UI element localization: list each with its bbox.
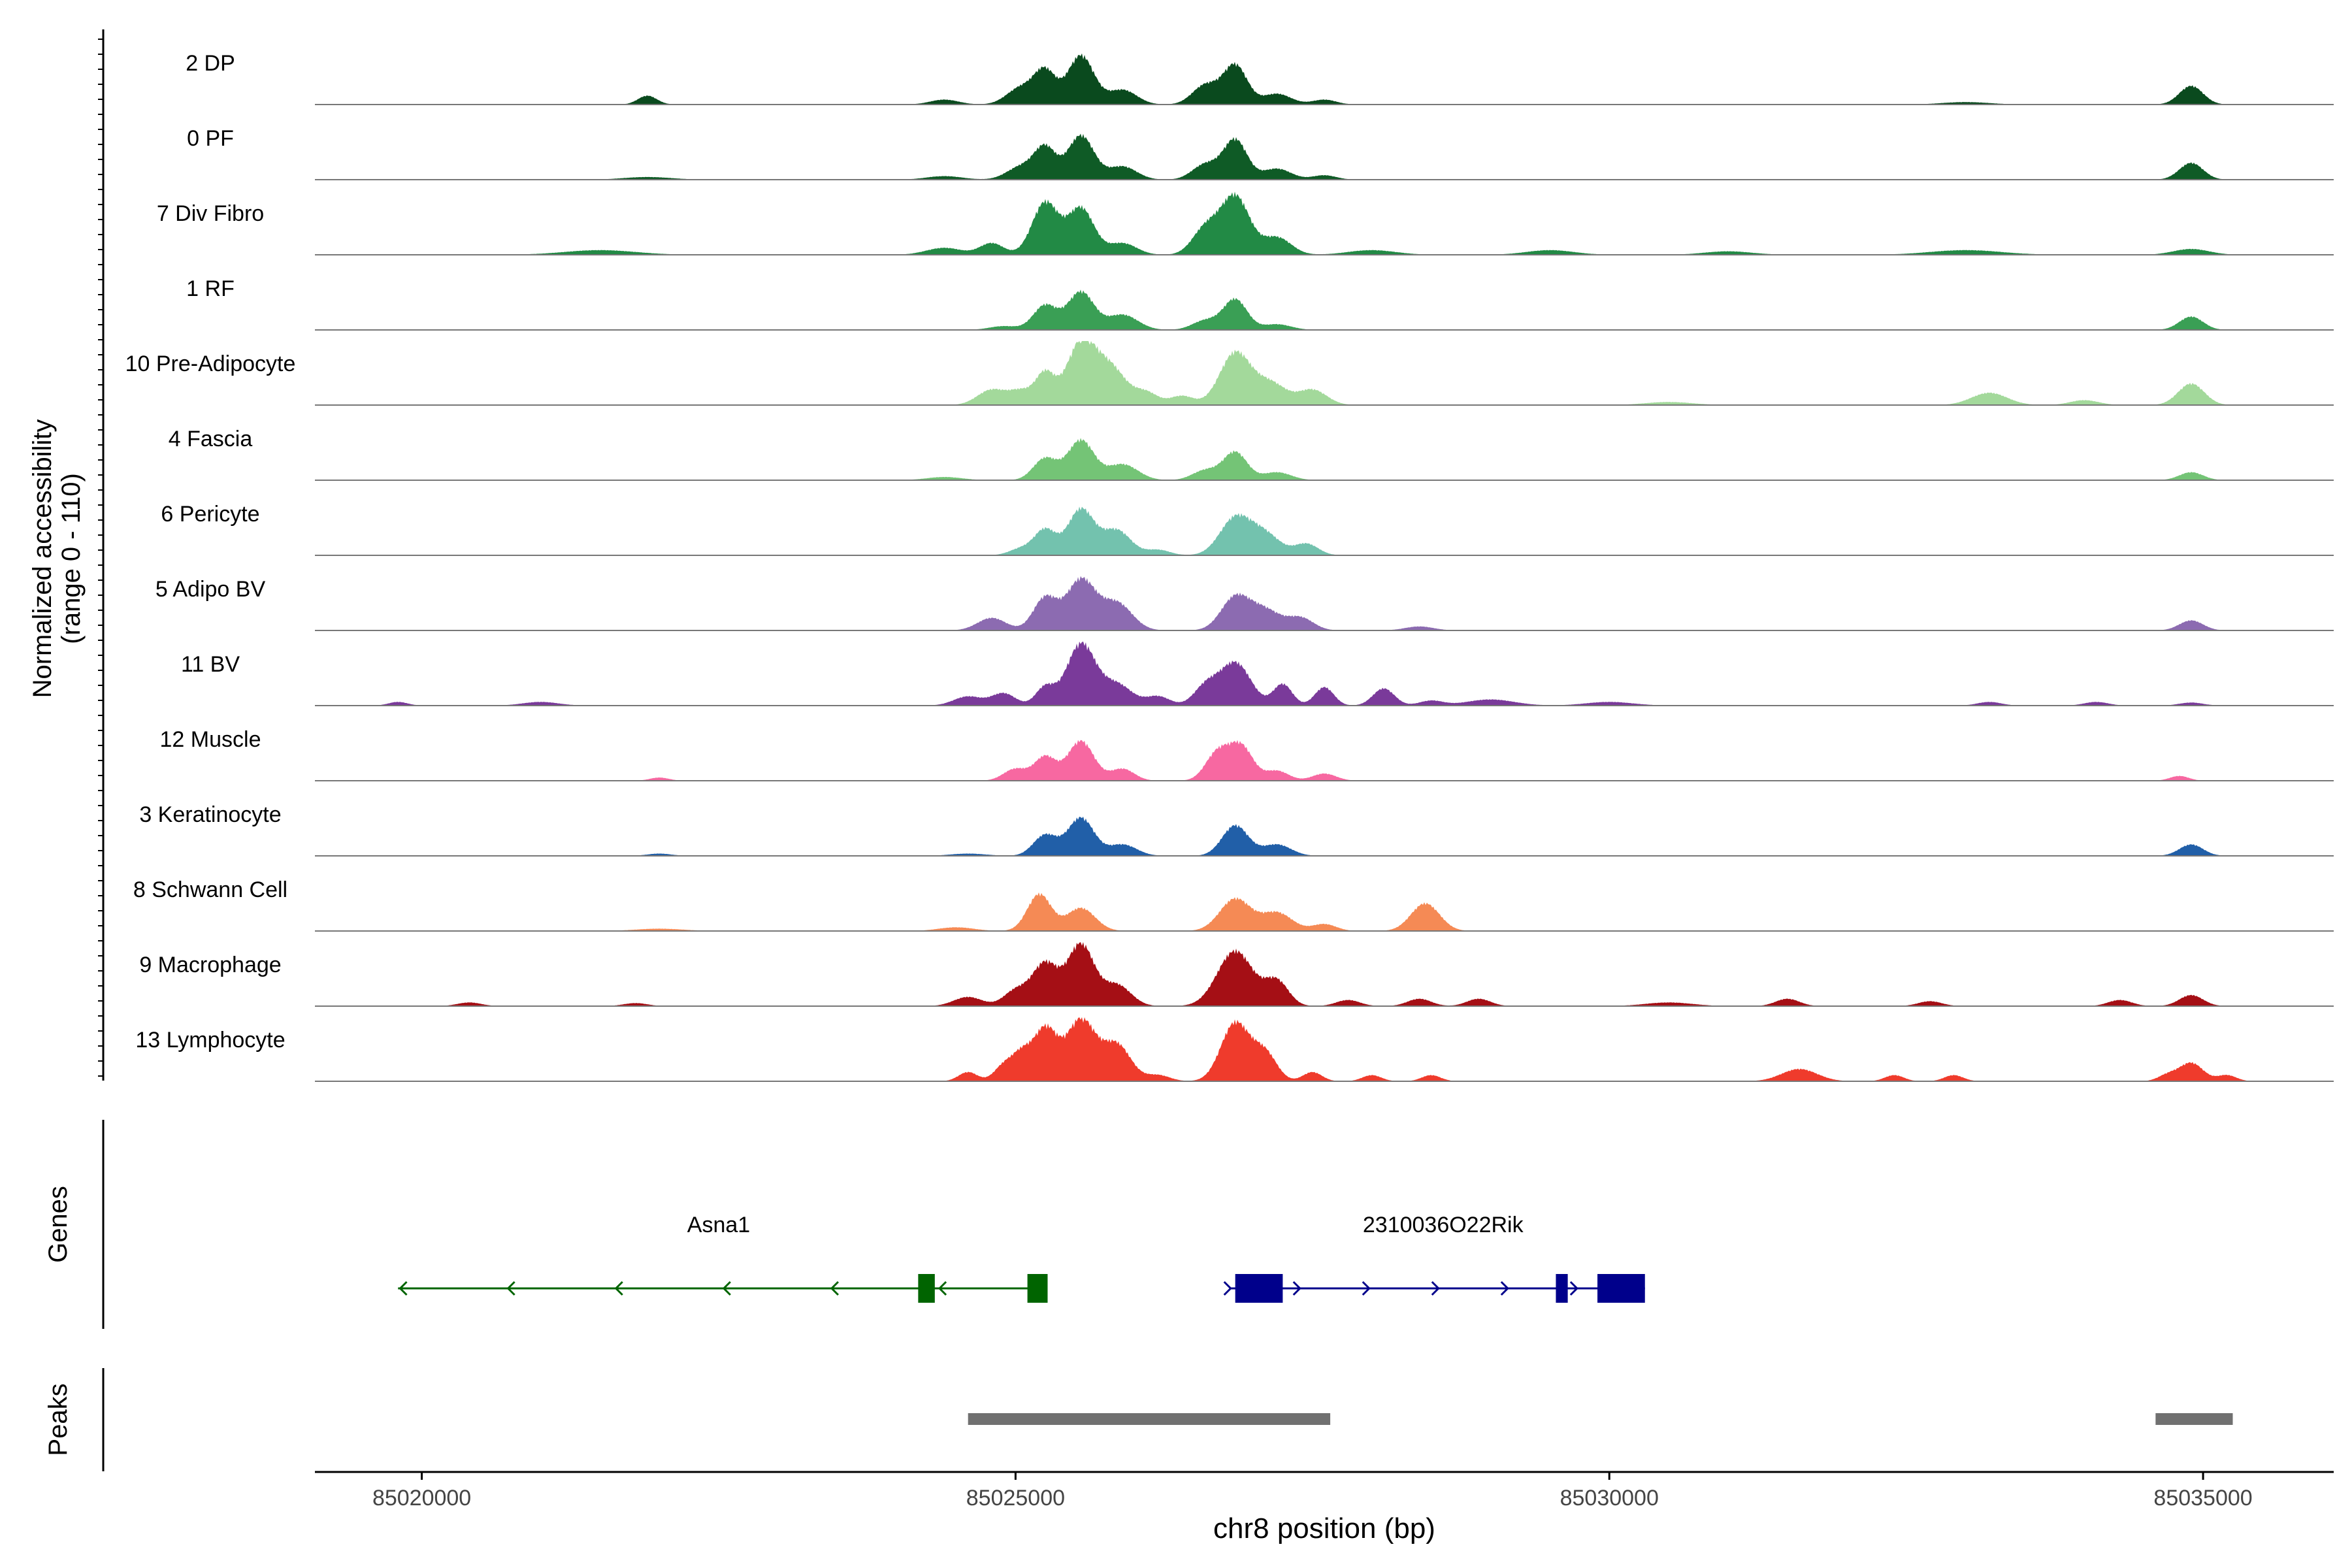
track-8: 5 Adipo BV	[155, 576, 2334, 631]
y-axis-title-line2: (range 0 - 110)	[57, 473, 86, 644]
track-4: 1 RF	[186, 276, 2334, 331]
peak-region	[968, 1413, 1331, 1425]
track-label: 6 Pericyte	[161, 502, 259, 527]
peak-region	[2155, 1413, 2233, 1425]
coverage-area	[315, 506, 2334, 555]
track-label: 0 PF	[187, 126, 234, 151]
coverage-area	[315, 892, 2334, 931]
gene-models: Asna1 2310036O22Rik	[398, 1213, 1645, 1303]
track-12: 8 Schwann Cell	[133, 877, 2334, 932]
strand-arrow	[938, 1281, 947, 1296]
peaks-axis-title: Peaks	[44, 1383, 73, 1456]
gene-Asna1: Asna1	[398, 1213, 1048, 1303]
exon	[1235, 1274, 1283, 1303]
strand-arrow	[1569, 1281, 1578, 1296]
strand-arrow	[399, 1281, 408, 1296]
gene-label: 2310036O22Rik	[1363, 1213, 1524, 1237]
strand-arrow	[506, 1281, 515, 1296]
strand-arrow	[1292, 1281, 1301, 1296]
track-label: 9 Macrophage	[139, 953, 281, 977]
track-label: 3 Keratinocyte	[139, 802, 281, 827]
strand-arrow	[1500, 1281, 1509, 1296]
exon	[918, 1274, 935, 1303]
track-label: 2 DP	[186, 51, 235, 76]
coverage-tracks: 2 DP 0 PF 7 Div Fibro 1 RF 10 Pre-Adipocyte 4…	[125, 51, 2334, 1082]
track-label: 13 Lymphocyte	[135, 1028, 285, 1053]
peaks-panel: Peaks	[44, 1368, 2233, 1471]
x-axis: 85020000 85025000 85030000 85035000 chr8 po…	[315, 1471, 2334, 1544]
exon	[1027, 1274, 1048, 1303]
coverage-area	[315, 53, 2334, 105]
track-13: 9 Macrophage	[139, 942, 2334, 1007]
track-1: 2 DP	[186, 51, 2334, 105]
genes-panel: Genes Asna1 2310036O22Rik	[44, 1120, 1645, 1329]
coverage-area	[315, 191, 2334, 255]
track-11: 3 Keratinocyte	[139, 802, 2334, 857]
x-tick-label: 85025000	[966, 1486, 1065, 1511]
y-axis-ticks	[98, 39, 103, 1077]
coverage-area	[315, 341, 2334, 405]
x-tick-label: 85020000	[372, 1486, 471, 1511]
strand-arrow	[1362, 1281, 1371, 1296]
coverage-area	[315, 817, 2334, 856]
coverage-area	[315, 642, 2334, 706]
coverage-area	[315, 942, 2334, 1006]
track-7: 6 Pericyte	[161, 502, 2334, 556]
coverage-area	[315, 133, 2334, 180]
coverage-area	[315, 740, 2334, 781]
exon	[1597, 1274, 1645, 1303]
track-6: 4 Fascia	[169, 427, 2334, 481]
x-tick-label: 85035000	[2153, 1486, 2252, 1511]
track-label: 5 Adipo BV	[155, 577, 266, 602]
exon	[1556, 1274, 1568, 1303]
coverage-area	[315, 438, 2334, 480]
track-9: 11 BV	[181, 642, 2334, 706]
genes-axis-title: Genes	[44, 1186, 73, 1263]
track-label: 10 Pre-Adipocyte	[125, 351, 296, 376]
strand-arrow	[614, 1281, 623, 1296]
coverage-area	[315, 576, 2334, 630]
track-label: 7 Div Fibro	[157, 201, 264, 226]
gene-label: Asna1	[687, 1213, 750, 1237]
x-axis-ticks: 85020000 85025000 85030000 85035000	[372, 1472, 2253, 1511]
track-label: 12 Muscle	[160, 727, 261, 752]
y-axis: Normalized accessibility (range 0 - 110)	[28, 29, 105, 1081]
track-5: 10 Pre-Adipocyte	[125, 341, 2334, 406]
coverage-area	[315, 1017, 2334, 1081]
strand-arrow	[830, 1281, 840, 1296]
track-label: 8 Schwann Cell	[133, 877, 287, 902]
strand-arrow	[1223, 1281, 1232, 1296]
track-14: 13 Lymphocyte	[135, 1017, 2334, 1082]
x-axis-title: chr8 position (bp)	[1213, 1512, 1435, 1544]
track-label: 11 BV	[181, 652, 240, 677]
strand-arrow	[722, 1281, 731, 1296]
track-2: 0 PF	[187, 126, 2334, 180]
strand-arrow	[1431, 1281, 1440, 1296]
track-label: 1 RF	[186, 276, 235, 301]
x-tick-label: 85030000	[1560, 1486, 1659, 1511]
track-label: 4 Fascia	[169, 427, 253, 451]
peak-regions	[968, 1413, 2233, 1425]
track-10: 12 Muscle	[160, 727, 2334, 781]
coverage-area	[315, 289, 2334, 330]
gene-2310036O22Rik: 2310036O22Rik	[1223, 1213, 1645, 1303]
track-3: 7 Div Fibro	[157, 191, 2334, 255]
y-axis-title-line1: Normalized accessibility	[28, 419, 57, 698]
